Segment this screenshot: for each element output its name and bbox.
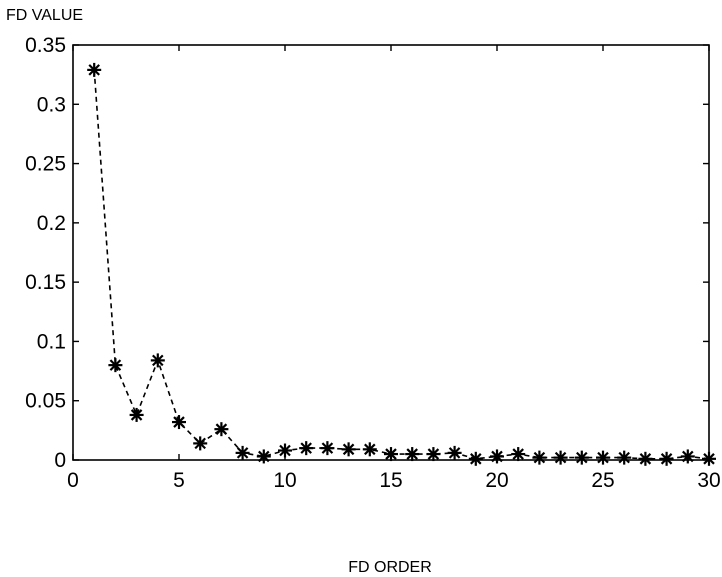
data-point-marker [235,445,250,460]
y-tick-label: 0.35 [25,34,66,57]
x-tick-label: 0 [67,469,79,492]
series-layer [87,62,716,466]
data-point-marker [129,407,144,422]
y-tick-label: 0.05 [25,390,66,413]
y-axis-title: FD VALUE [6,7,83,24]
data-point-marker [108,358,123,373]
axes-layer: 0 5 10 15 20 25 30 0 0.05 0.1 0.15 0.2 0.25 0.3 0.35 [25,34,721,492]
data-point-marker [214,422,229,437]
x-axis-title-text: FD ORDER [348,559,432,576]
x-tick-label: 10 [273,469,296,492]
data-point-marker [405,447,420,462]
data-point-marker [87,62,102,77]
x-tick-label: 15 [379,469,402,492]
x-tick-label: 25 [591,469,614,492]
data-point-marker [447,445,462,460]
y-tick-label: 0.15 [25,271,66,294]
data-point-marker [468,451,483,466]
y-tick-label: 0.1 [37,330,66,353]
data-point-marker [511,447,526,462]
x-tick-label: 20 [485,469,508,492]
y-tick-label: 0.2 [37,212,66,235]
plot-frame [72,44,710,461]
data-point-marker [659,451,674,466]
data-point-marker [320,441,335,456]
series-line [93,69,710,460]
data-point-marker [680,449,695,464]
data-point-marker [150,353,165,368]
data-point-marker [553,450,568,465]
y-tick-label: 0.25 [25,153,66,176]
data-point-marker [341,442,356,457]
data-point-marker [617,450,632,465]
data-point-marker [193,436,208,451]
data-point-marker [638,451,653,466]
x-tick-label: 5 [173,469,185,492]
data-point-marker [426,447,441,462]
data-point-marker [362,442,377,457]
data-point-marker [256,449,271,464]
data-point-marker [574,450,589,465]
y-tick-label: 0 [54,449,66,472]
data-point-marker [532,450,547,465]
x-tick-label: 30 [697,469,720,492]
data-point-marker [299,441,314,456]
y-axis-title-text: FD VALUE [6,7,83,24]
data-point-marker [172,415,186,430]
y-tick-label: 0.3 [37,93,66,116]
x-axis-title: FD ORDER [348,559,432,576]
